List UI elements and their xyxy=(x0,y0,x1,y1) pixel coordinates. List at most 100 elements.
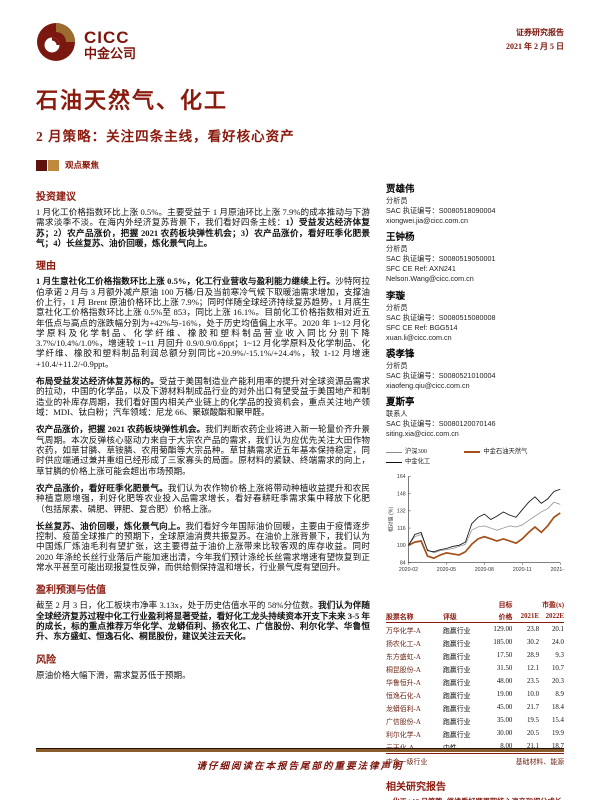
footer-rule xyxy=(36,748,564,752)
analyst-sfc: SFC CE Ref: AXN241 xyxy=(386,264,456,274)
stock-pe-2022: 20.3 xyxy=(551,678,564,686)
stock-target-price: 185.00 xyxy=(493,639,513,647)
reason-lead: 1 月生意社化工价格指数环比上涨 0.5%，化工行业营收与盈利能力继续上行。 xyxy=(36,276,336,287)
col-pe: 市盈(x) xyxy=(542,602,564,610)
tag-square-gold xyxy=(48,159,59,171)
col-stock-name: 股票名称 xyxy=(386,610,443,624)
reason-lead: 布局受益发达经济体复苏标的。 xyxy=(36,376,160,387)
stock-target-price: 8.00 xyxy=(500,743,513,751)
cicc-logo: CICC 中金公司 xyxy=(36,22,136,67)
stock-rating: 跑赢行业 xyxy=(442,640,471,648)
report-link[interactable]: 化工 | 12 月策略: 继续看好顺周期核心资产和细分成长龙头 xyxy=(392,798,561,800)
stock-pe-2021: 10.0 xyxy=(526,691,540,699)
table-footer-row: 中金一级行业 基础材料、能源 xyxy=(386,753,564,768)
heading-investment-advice: 投资建议 xyxy=(36,192,76,203)
analyst-role: 分析员 xyxy=(386,244,408,254)
stock-pe-2021: 12.1 xyxy=(526,665,540,673)
stock-pe-2021: 20.5 xyxy=(526,730,540,738)
table-row: 华鲁恒升-A 跑赢行业 48.00 23.5 20.3 xyxy=(386,675,564,688)
analyst-card: 王钟杨 分析员 SAC 执证编号：S0080519050001 SFC CE R… xyxy=(386,229,564,284)
report-type: 证券研究报告 xyxy=(516,28,564,37)
analyst-sac: SAC 执证编号：S0080521010004 xyxy=(386,370,496,380)
analyst-role: 分析员 xyxy=(386,302,408,312)
table-row: 东方盛虹-A 跑赢行业 17.50 28.9 9.3 xyxy=(386,649,564,662)
col-target-top: 目标 xyxy=(498,602,513,610)
analyst-role: 分析员 xyxy=(386,196,408,205)
stock-pe-2021: 21.1 xyxy=(526,743,540,751)
legend-swatch xyxy=(386,461,402,463)
valuation-bold: 我们认为伴随全球经济复苏过程中化工行业盈利将显著受益，看好化工龙头持续资本开支下… xyxy=(36,600,370,642)
stock-target-price: 48.00 xyxy=(496,678,513,686)
analyst-sac: SAC 执证编号：S0080519050001 xyxy=(386,254,496,264)
analyst-sac: SAC 执证编号：S0080518090004 xyxy=(386,206,496,216)
reason-paragraph: 农产品涨价，把握 2021 农药板块弹性机会。我们判断农药企业将进入新一轮量价齐… xyxy=(36,424,370,476)
legend-swatch xyxy=(464,451,481,454)
svg-text:148: 148 xyxy=(397,492,406,498)
analyst-email: xiongwei.jia@cicc.com.cn xyxy=(386,216,468,226)
legend-item: 中金化工 xyxy=(386,457,493,467)
industry-label: 中金一级行业 xyxy=(386,753,443,768)
stock-pe-2021: 23.5 xyxy=(526,678,540,686)
stock-name: 桐昆股份-A xyxy=(386,666,421,674)
stock-pe-2022: 20.1 xyxy=(551,626,564,634)
stock-pe-2022: 19.9 xyxy=(551,730,564,738)
stock-pe-2022: 8.9 xyxy=(555,691,564,699)
stock-target-price: 35.00 xyxy=(496,717,513,725)
analyst-sfc: SFC CE Ref: BGG514 xyxy=(386,322,458,332)
invest-bold: 1）受益发达经济体复苏；2）农产品涨价，把握 2021 农药板块弹性机会；3）农… xyxy=(36,217,370,248)
col-rating: 评级 xyxy=(442,610,486,624)
stock-target-price: 31.50 xyxy=(496,665,513,673)
stock-rating: 跑赢行业 xyxy=(442,653,471,661)
logo-en: CICC xyxy=(84,27,130,47)
chart-legend: 沪深300 中金石油天然气中金化工 xyxy=(386,447,564,467)
peer-valuation-table: 目标 市盈(x) 股票名称 评级 价格 2021E 2022E xyxy=(386,598,564,768)
logo-cn: 中金公司 xyxy=(84,45,137,61)
analyst-name: 王钟杨 xyxy=(386,233,415,244)
svg-text:2020-02: 2020-02 xyxy=(399,567,418,573)
page-subtitle: 2 月策略：关注四条主线，看好核心资产 xyxy=(36,129,295,144)
analyst-card: 裘孝锋 分析员 SAC 执证编号：S0080521010004 xiaofeng… xyxy=(386,346,564,391)
stock-pe-2021: 21.7 xyxy=(526,704,540,712)
stock-rating: 跑赢行业 xyxy=(442,627,471,635)
valuation-paragraph: 截至 2 月 3 日，化工板块市净率 3.13x，处于历史估值水平的 58%分位… xyxy=(36,600,370,641)
stock-name: 利尔化学-A xyxy=(386,731,421,739)
heading-risk: 风险 xyxy=(36,654,56,666)
svg-text:164: 164 xyxy=(397,475,406,481)
col-2021e: 2021E xyxy=(512,610,540,624)
line-chart: 84 100 116 132 148 164 2020-02 2020-05 2020-08 20… xyxy=(387,475,570,574)
legal-disclaimer: 请仔细阅读在本报告尾部的重要法律声明 xyxy=(196,762,404,772)
svg-text:2020-08: 2020-08 xyxy=(475,567,494,573)
legend-label: 沪深300 xyxy=(405,448,428,456)
reason-text: 沙特阿拉伯承诺 2 月与 3 月额外减产原油 100 万桶/日及当前寒冷气候下取… xyxy=(36,276,370,369)
side-column: 贾雄伟 分析员 SAC 执证编号：S0080518090004 xiongwei… xyxy=(386,179,570,800)
analyst-name: 裘孝锋 xyxy=(386,349,415,360)
stock-name: 龙蟒佰利-A xyxy=(386,705,421,713)
table-row: 桐昆股份-A 跑赢行业 31.50 12.1 10.7 xyxy=(386,662,564,675)
stock-pe-2021: 30.2 xyxy=(526,639,540,647)
bullet-icon: ▪ xyxy=(386,798,388,800)
analyst-card: 夏斯亭 联系人 SAC 执证编号：S0080120070146 siting.x… xyxy=(386,394,564,439)
related-report-item: ▪ 化工 | 12 月策略: 继续看好顺周期核心资产和细分成长龙头 (2020.… xyxy=(386,798,564,800)
stock-target-price: 17.50 xyxy=(496,652,513,660)
stock-pe-2022: 18.7 xyxy=(551,743,564,751)
legend-item: 沪深300 xyxy=(386,447,464,457)
stock-name: 广信股份-A xyxy=(386,718,421,726)
tag-square-dark xyxy=(36,159,47,171)
analyst-email: Nelson.Wang@cicc.com.cn xyxy=(386,274,474,284)
analyst-list: 贾雄伟 分析员 SAC 执证编号：S0080518090004 xiongwei… xyxy=(386,181,564,439)
legend-label: 中金石油天然气 xyxy=(483,448,528,456)
stock-pe-2022: 24.0 xyxy=(551,639,564,647)
report-date: 2021 年 2 月 5 日 xyxy=(506,41,564,51)
report-meta: 证券研究报告 2021 年 2 月 5 日 xyxy=(506,26,564,53)
section-tag-label: 观点聚焦 xyxy=(65,160,100,170)
analyst-card: 李璇 分析员 SAC 执证编号：S0080515080008 SFC CE Re… xyxy=(386,288,564,343)
table-row: 扬农化工-A 跑赢行业 185.00 30.2 24.0 xyxy=(386,636,564,649)
stock-rating: 跑赢行业 xyxy=(442,666,471,674)
reason-paragraphs: 1 月生意社化工价格指数环比上涨 0.5%，化工行业营收与盈利能力继续上行。沙特… xyxy=(36,276,370,572)
table-row: 万华化学-A 跑赢行业 129.00 23.8 20.1 xyxy=(386,623,564,637)
table-row: 恒逸石化-A 跑赢行业 19.00 10.0 8.9 xyxy=(386,688,564,701)
legend-label: 中金化工 xyxy=(405,458,431,466)
svg-text:2021-02: 2021-02 xyxy=(551,567,564,573)
page-title: 石油天然气、化工 xyxy=(36,88,229,113)
